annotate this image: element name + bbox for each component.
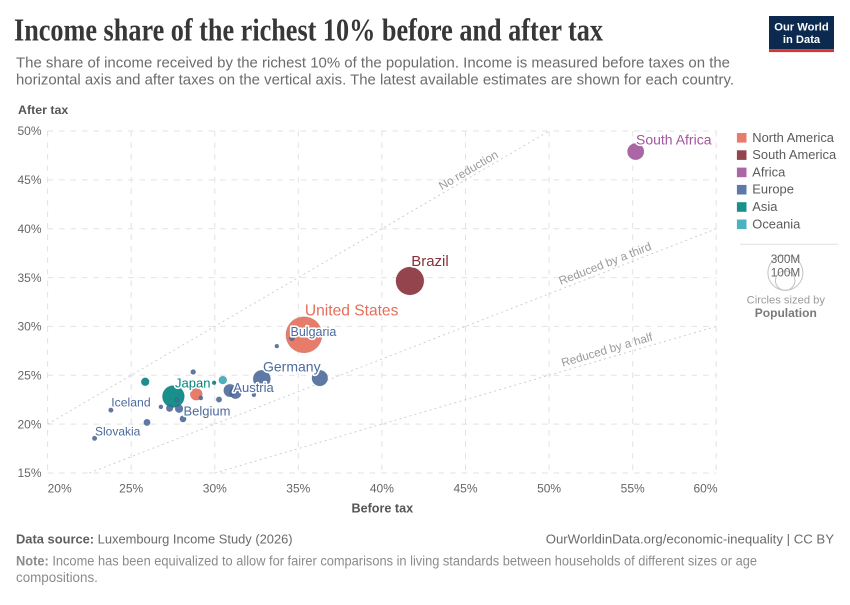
svg-text:Asia: Asia: [752, 199, 778, 214]
svg-text:25%: 25%: [119, 481, 143, 495]
svg-text:30%: 30%: [17, 320, 41, 334]
svg-text:in Data: in Data: [783, 34, 821, 46]
svg-text:20%: 20%: [48, 481, 72, 495]
svg-text:Belgium: Belgium: [184, 403, 231, 418]
svg-text:Austria: Austria: [233, 380, 274, 395]
svg-text:OurWorldinData.org/economic-in: OurWorldinData.org/economic-inequality |…: [546, 531, 835, 546]
svg-text:Population: Population: [755, 306, 817, 320]
svg-text:15%: 15%: [17, 466, 41, 480]
svg-text:35%: 35%: [286, 481, 310, 495]
svg-text:Brazil: Brazil: [411, 253, 449, 270]
svg-text:35%: 35%: [17, 271, 41, 285]
svg-text:Iceland: Iceland: [111, 396, 150, 410]
svg-text:United States: United States: [305, 303, 399, 320]
svg-text:50%: 50%: [17, 124, 41, 138]
svg-text:45%: 45%: [453, 481, 477, 495]
svg-text:The share of income received b: The share of income received by the rich…: [16, 56, 730, 72]
svg-text:After tax: After tax: [18, 103, 68, 117]
svg-text:compositions.: compositions.: [16, 570, 98, 585]
svg-text:Japan: Japan: [175, 375, 210, 390]
svg-text:25%: 25%: [17, 369, 41, 383]
svg-text:45%: 45%: [17, 173, 41, 187]
svg-text:Before tax: Before tax: [352, 502, 414, 516]
svg-text:20%: 20%: [17, 417, 41, 431]
svg-text:No reduction: No reduction: [437, 148, 501, 193]
svg-text:horizontal axis and after taxe: horizontal axis and after taxes on the v…: [16, 73, 734, 89]
svg-text:60%: 60%: [693, 481, 717, 495]
svg-text:Income share of the richest 10: Income share of the richest 10% before a…: [14, 12, 603, 48]
svg-text:Germany: Germany: [263, 358, 321, 374]
svg-text:Bulgaria: Bulgaria: [291, 325, 337, 339]
svg-text:Our World: Our World: [774, 22, 829, 34]
svg-text:South Africa: South Africa: [636, 132, 712, 148]
svg-text:North America: North America: [752, 130, 834, 145]
svg-text:300M: 300M: [771, 252, 801, 266]
svg-text:Slovakia: Slovakia: [95, 425, 141, 439]
svg-text:Data source: Luxembourg Income: Data source: Luxembourg Income Study (20…: [16, 531, 293, 546]
svg-text:Reduced by a third: Reduced by a third: [557, 240, 653, 288]
svg-text:50%: 50%: [537, 481, 561, 495]
svg-text:40%: 40%: [370, 481, 394, 495]
svg-text:Africa: Africa: [752, 164, 786, 179]
svg-text:55%: 55%: [621, 481, 645, 495]
svg-text:40%: 40%: [17, 222, 41, 236]
svg-text:Europe: Europe: [752, 182, 794, 197]
svg-text:30%: 30%: [203, 481, 227, 495]
svg-text:Oceania: Oceania: [752, 216, 801, 231]
svg-text:100M: 100M: [771, 266, 801, 280]
svg-text:Reduced by a half: Reduced by a half: [560, 330, 655, 369]
svg-text:Circles sized by: Circles sized by: [747, 295, 826, 307]
svg-text:Note: Income has been equivali: Note: Income has been equivalized to all…: [16, 553, 757, 568]
svg-text:South America: South America: [752, 147, 837, 162]
